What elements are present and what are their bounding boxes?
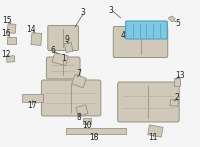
Polygon shape	[83, 118, 91, 124]
Polygon shape	[168, 16, 175, 22]
Text: 17: 17	[28, 101, 37, 111]
Text: 2: 2	[175, 93, 180, 102]
Polygon shape	[72, 74, 86, 88]
FancyBboxPatch shape	[48, 25, 79, 51]
Text: 9: 9	[65, 35, 70, 44]
Text: 8: 8	[77, 113, 81, 122]
Polygon shape	[174, 78, 180, 86]
Polygon shape	[170, 100, 178, 106]
Polygon shape	[22, 94, 43, 102]
Polygon shape	[64, 42, 73, 52]
FancyBboxPatch shape	[46, 57, 80, 79]
Text: 12: 12	[1, 50, 10, 59]
Polygon shape	[76, 105, 88, 116]
Text: 10: 10	[82, 122, 92, 131]
FancyBboxPatch shape	[41, 80, 101, 116]
Polygon shape	[148, 125, 163, 137]
Text: 4: 4	[120, 30, 125, 40]
Text: 13: 13	[175, 71, 185, 80]
FancyBboxPatch shape	[126, 21, 167, 39]
Polygon shape	[7, 37, 16, 44]
Polygon shape	[52, 52, 68, 66]
Text: 5: 5	[176, 19, 181, 27]
Text: 11: 11	[149, 133, 158, 142]
Polygon shape	[6, 56, 15, 62]
Text: 14: 14	[27, 25, 36, 34]
Text: 15: 15	[2, 15, 11, 25]
Text: 7: 7	[77, 69, 81, 77]
Text: 1: 1	[61, 54, 66, 62]
FancyBboxPatch shape	[113, 26, 168, 57]
Text: 16: 16	[1, 29, 10, 37]
Text: 3: 3	[81, 7, 85, 16]
FancyBboxPatch shape	[118, 82, 179, 122]
Text: 18: 18	[89, 133, 99, 142]
Polygon shape	[66, 128, 126, 134]
Polygon shape	[31, 33, 42, 45]
Polygon shape	[7, 24, 16, 33]
Text: 3: 3	[108, 5, 113, 15]
Text: 6: 6	[51, 46, 56, 55]
